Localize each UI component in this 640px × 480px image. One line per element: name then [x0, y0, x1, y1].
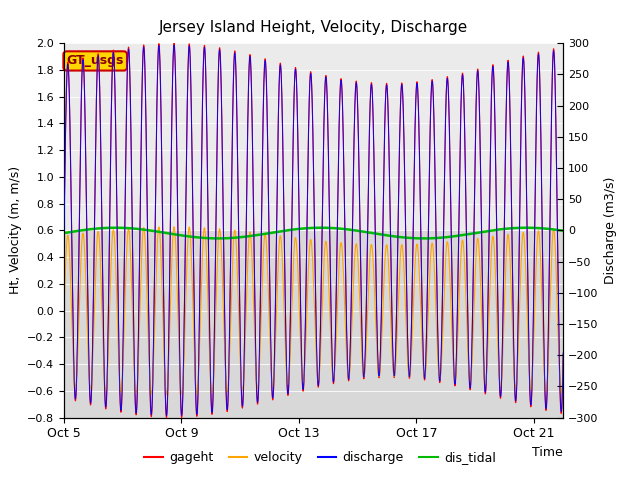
Y-axis label: Discharge (m3/s): Discharge (m3/s) — [604, 177, 617, 284]
Bar — [64, 43, 563, 230]
Y-axis label: Ht, Velocity (m, m/s): Ht, Velocity (m, m/s) — [8, 167, 22, 294]
X-axis label: Time: Time — [532, 446, 563, 459]
Legend: gageht, velocity, discharge, dis_tidal: gageht, velocity, discharge, dis_tidal — [140, 446, 500, 469]
Title: Jersey Island Height, Velocity, Discharge: Jersey Island Height, Velocity, Discharg… — [159, 20, 468, 35]
Text: GT_usgs: GT_usgs — [67, 54, 124, 67]
Bar — [64, 230, 563, 418]
